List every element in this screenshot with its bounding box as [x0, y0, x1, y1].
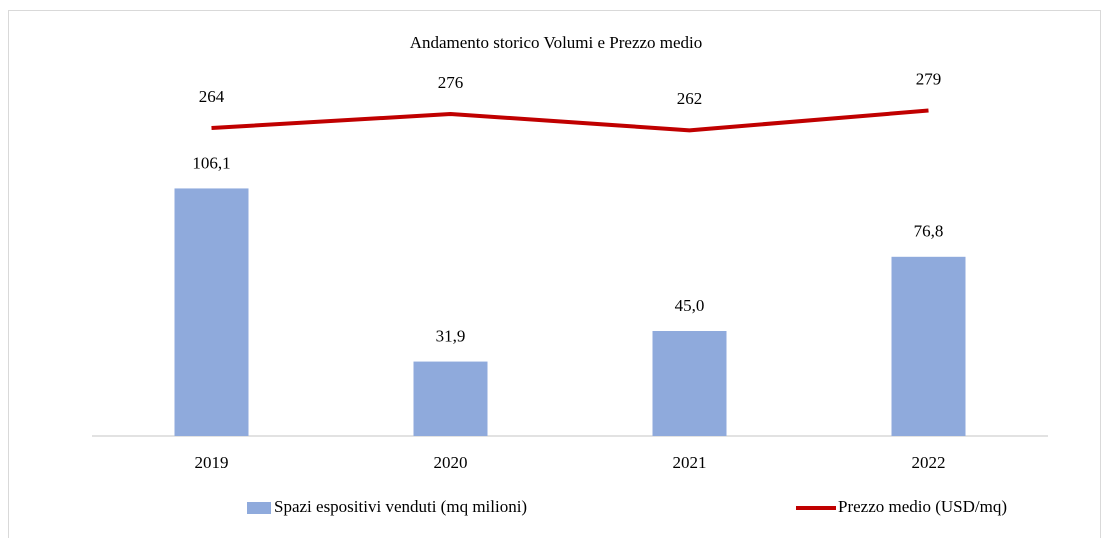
bar [891, 256, 966, 436]
bar [413, 361, 488, 436]
x-tick-label: 2022 [912, 453, 946, 472]
data-label: 31,9 [436, 326, 466, 345]
bar [652, 331, 727, 436]
data-label: 264 [199, 87, 225, 106]
data-label: 106,1 [192, 153, 230, 172]
data-label: 45,0 [675, 296, 705, 315]
chart-title: Andamento storico Volumi e Prezzo medio [410, 33, 703, 52]
x-tick-label: 2019 [195, 453, 229, 472]
data-label: 76,8 [914, 222, 944, 241]
line [211, 108, 929, 133]
x-tick-label: 2021 [673, 453, 707, 472]
chart-border [8, 10, 1101, 538]
x-tick-label: 2020 [434, 453, 468, 472]
bar [174, 188, 249, 436]
legend-label: Prezzo medio (USD/mq) [838, 497, 1007, 516]
data-label: 279 [916, 69, 942, 88]
data-label: 262 [677, 89, 703, 108]
data-label: 276 [438, 73, 464, 92]
legend-label: Spazi espositivi venduti (mq milioni) [274, 497, 527, 516]
legend-swatch [247, 502, 271, 514]
